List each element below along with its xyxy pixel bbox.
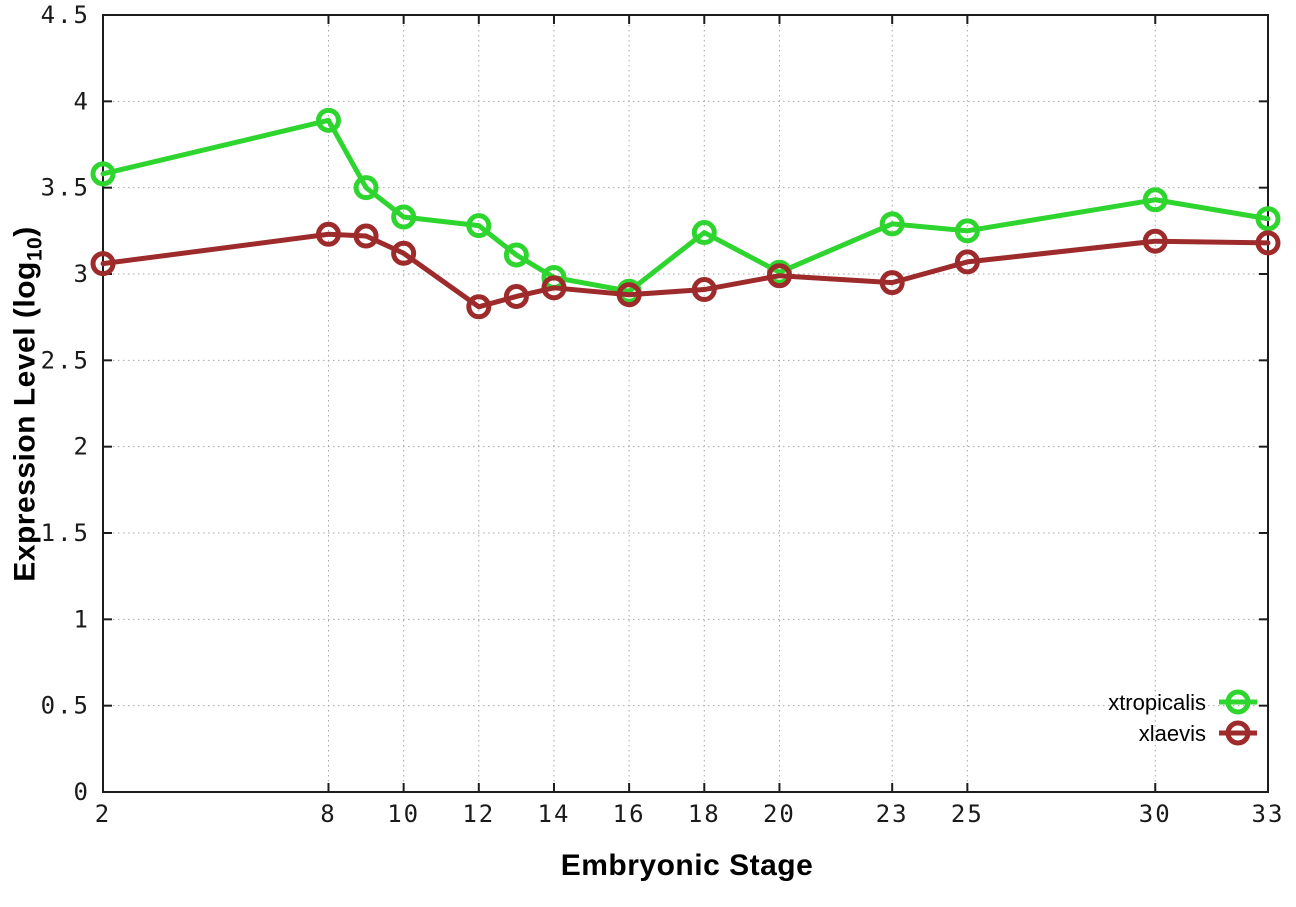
y-tick-label: 4 xyxy=(74,87,90,115)
legend-label-xlaevis: xlaevis xyxy=(1139,721,1206,746)
data-point-xlaevis xyxy=(766,263,792,289)
data-point-xtropicalis xyxy=(691,220,717,246)
y-tick-label: 0 xyxy=(74,778,90,806)
x-tick-label: 23 xyxy=(876,800,909,828)
x-tick-label: 18 xyxy=(688,800,721,828)
data-point-xtropicalis xyxy=(503,242,529,268)
y-axis-title-close: ) xyxy=(8,226,42,237)
series-line-xtropicalis xyxy=(100,117,1271,294)
x-tick-label: 8 xyxy=(320,800,336,828)
data-point-xlaevis xyxy=(954,249,980,275)
y-tick-label: 0.5 xyxy=(41,692,90,720)
plot-border xyxy=(102,14,1269,793)
x-tick-label: 20 xyxy=(763,800,796,828)
x-tick-label: 14 xyxy=(538,800,571,828)
y-tick-label: 2 xyxy=(74,433,90,461)
x-tick-label: 33 xyxy=(1252,800,1285,828)
data-point-xtropicalis xyxy=(466,213,492,239)
data-point-xlaevis xyxy=(503,283,529,309)
x-tick-label: 12 xyxy=(462,800,495,828)
data-point-xtropicalis xyxy=(90,161,116,187)
x-axis-title: Embryonic Stage xyxy=(560,849,814,882)
y-tick-label: 4.5 xyxy=(41,1,90,29)
data-point-xlaevis xyxy=(466,294,492,320)
legend-marker-xlaevis xyxy=(1225,720,1251,746)
series-line-xlaevis xyxy=(100,231,1271,310)
data-point-xlaevis xyxy=(315,221,341,247)
data-point-xtropicalis xyxy=(1142,187,1168,213)
data-point-xlaevis xyxy=(691,277,717,303)
data-point-xlaevis xyxy=(616,282,642,308)
data-point-xlaevis xyxy=(391,240,417,266)
y-axis-title-text: Expression Level (log xyxy=(8,261,42,582)
legend-marker-xtropicalis xyxy=(1225,689,1251,715)
y-tick-label: 1.5 xyxy=(41,519,90,547)
data-point-xtropicalis xyxy=(391,204,417,230)
y-axis-title: Expression Level (log10) xyxy=(9,226,48,581)
data-point-xtropicalis xyxy=(1255,206,1281,232)
data-point-xlaevis xyxy=(1255,230,1281,256)
data-point-xlaevis xyxy=(541,275,567,301)
y-axis-title-subscript: 10 xyxy=(23,236,47,262)
data-point-xtropicalis xyxy=(353,175,379,201)
data-point-xtropicalis xyxy=(879,211,905,237)
y-tick-label: 3 xyxy=(74,260,90,288)
y-tick-label: 2.5 xyxy=(41,346,90,374)
x-tick-label: 25 xyxy=(951,800,984,828)
data-point-xtropicalis xyxy=(315,107,341,133)
data-point-xlaevis xyxy=(353,223,379,249)
x-tick-label: 2 xyxy=(95,800,111,828)
x-tick-label: 10 xyxy=(387,800,420,828)
y-tick-label: 3.5 xyxy=(41,174,90,202)
data-point-xlaevis xyxy=(90,251,116,277)
y-tick-label: 1 xyxy=(74,605,90,633)
data-point-xtropicalis xyxy=(954,218,980,244)
x-tick-label: 30 xyxy=(1139,800,1172,828)
data-point-xlaevis xyxy=(879,270,905,296)
data-point-xlaevis xyxy=(1142,228,1168,254)
x-tick-label: 16 xyxy=(613,800,646,828)
legend-label-xtropicalis: xtropicalis xyxy=(1108,690,1206,715)
